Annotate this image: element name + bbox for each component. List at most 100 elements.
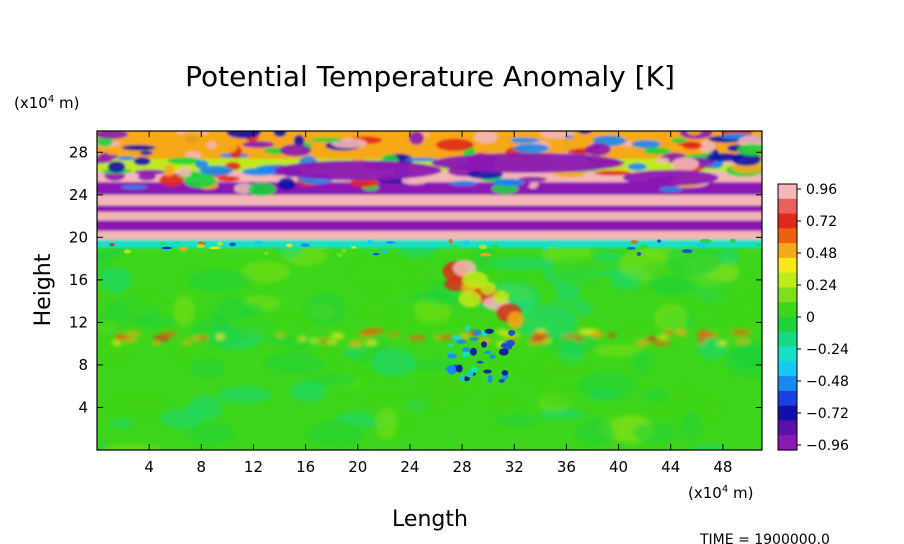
field-cell xyxy=(194,159,209,169)
field-cell xyxy=(179,131,205,145)
field-cell xyxy=(658,385,698,406)
field-cell xyxy=(279,144,312,157)
field-cell xyxy=(480,281,497,295)
field-cell xyxy=(498,378,506,383)
colorbar-swatch xyxy=(778,376,797,392)
x-tick-label: 8 xyxy=(197,458,207,476)
field-cell xyxy=(326,340,338,344)
field-cell xyxy=(414,320,465,332)
field-cell xyxy=(253,240,264,245)
field-cell xyxy=(476,360,484,364)
field-cell xyxy=(657,333,670,340)
layer-band xyxy=(97,211,762,221)
field-cell xyxy=(478,244,488,250)
field-cell xyxy=(636,251,642,256)
field-cell xyxy=(137,315,178,329)
field-cell xyxy=(242,141,275,148)
field-cell xyxy=(671,157,699,171)
field-cell xyxy=(464,240,470,245)
layer-band xyxy=(97,230,762,240)
field-cell xyxy=(508,329,516,336)
field-cell xyxy=(517,359,540,377)
field-cell xyxy=(138,172,157,181)
field-cell xyxy=(709,299,762,314)
colorbar-tick-label: 0.24 xyxy=(806,278,837,294)
y-tick-label: 16 xyxy=(69,271,88,289)
field-cell xyxy=(562,334,581,339)
field-cell xyxy=(448,238,453,244)
field-cell xyxy=(734,339,751,344)
layer-band xyxy=(97,220,762,231)
field-cell xyxy=(226,131,261,139)
layer-band xyxy=(97,194,762,206)
colorbar-tick-label: 0.96 xyxy=(806,182,837,198)
y-tick-label: 8 xyxy=(78,356,88,374)
field-cell xyxy=(622,169,719,186)
colorbar-swatch xyxy=(778,302,797,318)
field-cell xyxy=(109,242,115,247)
field-cell xyxy=(215,142,238,154)
field-cell xyxy=(308,373,357,387)
field-cell xyxy=(706,326,736,343)
field-cell xyxy=(199,242,207,245)
field-cell xyxy=(167,157,202,165)
field-cell xyxy=(714,279,760,298)
field-cell xyxy=(527,341,547,345)
y-axis-title: Height xyxy=(31,253,56,326)
field-cell xyxy=(507,311,524,330)
colorbar-swatch xyxy=(778,272,797,289)
field-cell xyxy=(153,335,170,342)
x-tick-label: 40 xyxy=(609,458,628,476)
field-cell xyxy=(160,242,166,246)
x-tick-label: 36 xyxy=(557,458,576,476)
field-cell xyxy=(483,369,492,374)
field-cell xyxy=(456,339,467,344)
field-cell xyxy=(531,357,594,386)
field-cell xyxy=(670,137,687,144)
field-cell xyxy=(187,269,252,293)
field-cell xyxy=(305,420,365,448)
field-cell xyxy=(665,242,723,276)
field-cell xyxy=(160,409,202,429)
field-cell xyxy=(585,143,611,156)
field-cell xyxy=(489,396,521,413)
field-cell xyxy=(469,337,479,341)
field-cell xyxy=(298,336,307,341)
field-cell xyxy=(456,364,463,373)
field-cell xyxy=(557,184,578,194)
y-tick-label: 20 xyxy=(69,228,88,246)
field-cell xyxy=(632,422,680,443)
field-cell xyxy=(643,147,671,155)
field-cell xyxy=(116,156,135,161)
field-cell xyxy=(652,340,671,346)
field-cell xyxy=(97,249,104,253)
field-cell xyxy=(178,166,192,178)
field-cell xyxy=(100,267,132,294)
y-tick-label: 24 xyxy=(69,186,88,204)
colorbar-swatch xyxy=(778,317,797,333)
field-cell xyxy=(593,344,644,357)
field-cell xyxy=(427,253,437,257)
field-cell xyxy=(196,244,205,248)
field-cell xyxy=(473,329,482,336)
field-cell xyxy=(189,357,226,379)
field-cell xyxy=(489,354,496,359)
field-cell xyxy=(487,375,493,383)
colorbar-tick-label: 0.72 xyxy=(806,214,837,230)
field-cell xyxy=(289,381,327,402)
field-cell xyxy=(139,150,153,156)
field-cell xyxy=(717,340,728,346)
field-cell xyxy=(650,275,695,297)
field-cell xyxy=(385,241,396,244)
field-cell xyxy=(371,348,417,378)
field-cell xyxy=(451,334,461,340)
field-cell xyxy=(123,338,139,343)
x-axis-title: Length xyxy=(392,507,468,532)
x-tick-label: 44 xyxy=(661,458,680,476)
field-cell xyxy=(322,249,329,253)
layer-band xyxy=(97,171,762,183)
colorbar-tick-label: 0 xyxy=(806,310,815,326)
colorbar-swatch xyxy=(778,257,797,274)
field-cell xyxy=(367,239,373,245)
field-cell xyxy=(106,396,170,411)
